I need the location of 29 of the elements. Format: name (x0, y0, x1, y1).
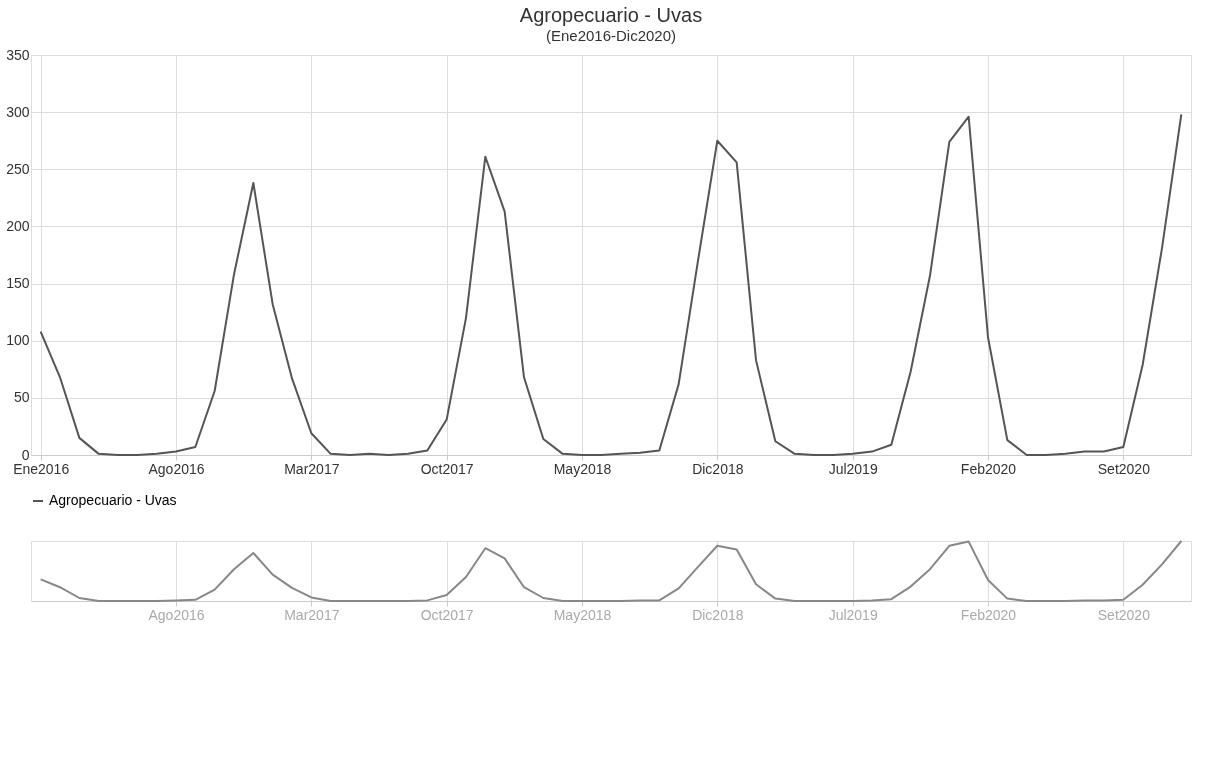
x-tick-label: Dic2018 (692, 606, 744, 623)
y-tick-label: 300 (6, 103, 30, 120)
x-tick-label: Oct2017 (420, 460, 474, 477)
x-tick-label: Mar2017 (284, 606, 340, 623)
y-tick-label: 50 (13, 389, 30, 406)
y-tick-label: 150 (6, 275, 30, 292)
x-tick-label: May2018 (553, 460, 612, 477)
x-tick-label: May2018 (553, 606, 612, 623)
y-tick-label: 200 (6, 217, 30, 234)
x-tick-label: Ago2016 (148, 606, 205, 623)
x-tick-label: Set2020 (1097, 606, 1151, 623)
x-tick-label: Mar2017 (284, 460, 340, 477)
y-tick-label: 100 (6, 332, 30, 349)
chart-subtitle: (Ene2016-Dic2020) (545, 27, 677, 44)
x-tick-label: Ago2016 (148, 460, 205, 477)
x-tick-label: Jul2019 (828, 460, 878, 477)
x-tick-label: Feb2020 (960, 606, 1017, 623)
line-series (39, 113, 1183, 456)
x-tick-label: Set2020 (1097, 460, 1151, 477)
x-tick-label: Feb2020 (960, 460, 1017, 477)
y-tick-label: 0 (21, 446, 30, 463)
x-tick-label: Oct2017 (420, 606, 474, 623)
x-tick-label: Ene2016 (13, 460, 70, 477)
x-tick-label: Jul2019 (828, 606, 878, 623)
y-tick-label: 350 (6, 46, 30, 63)
legend-label: Agropecuario - Uvas (49, 492, 177, 508)
chart-title: Agropecuario - Uvas (519, 4, 703, 26)
x-tick-label: Dic2018 (692, 460, 744, 477)
y-tick-label: 250 (6, 160, 30, 177)
